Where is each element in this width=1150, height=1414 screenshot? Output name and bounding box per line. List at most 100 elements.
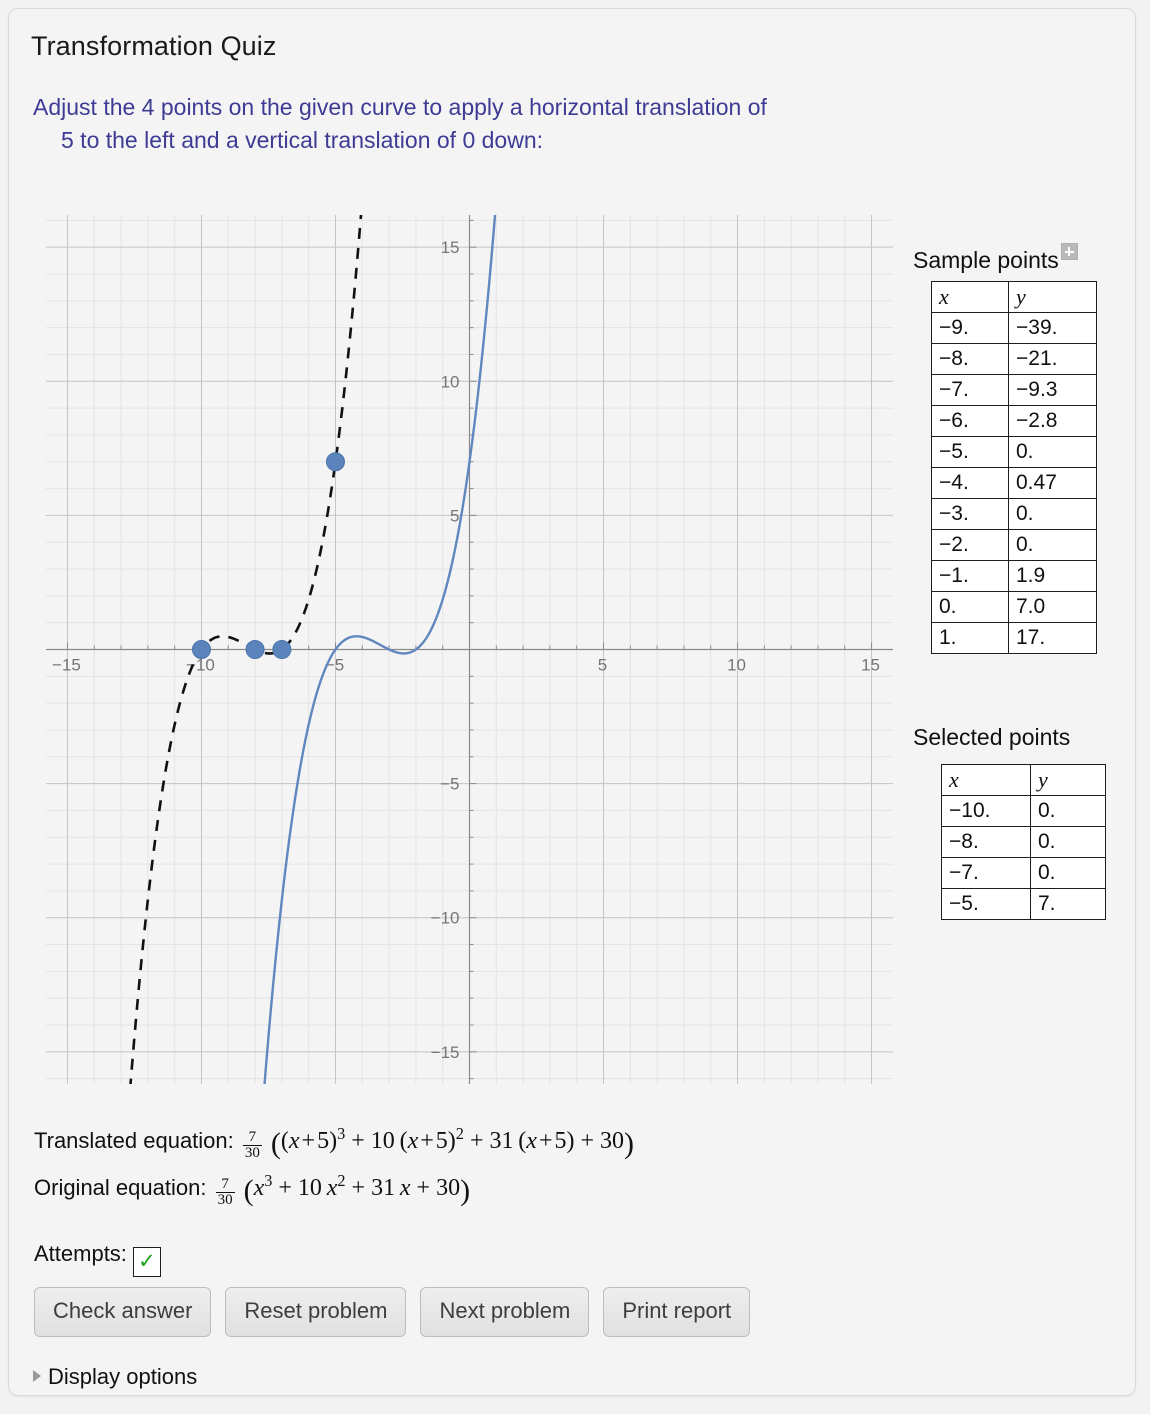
translated-equation-row: Translated equation: 7 30 ((x + 5)3 + 10…	[34, 1124, 634, 1161]
plus-icon[interactable]	[1060, 243, 1078, 260]
translated-equation-math: 7 30 ((x + 5)3 + 10 (x + 5)2 + 31 (x + 5…	[240, 1124, 634, 1161]
cell-x: −2.	[931, 529, 1009, 561]
svg-text:−5: −5	[440, 775, 459, 794]
cell-y: 0.	[1008, 436, 1097, 468]
translated-curve	[129, 215, 363, 1084]
cell-y: 7.0	[1008, 591, 1097, 623]
open-paren: (	[270, 1127, 281, 1160]
table-row: −5. 7.	[941, 888, 1106, 920]
draggable-point-2[interactable]	[272, 640, 292, 659]
attempts-status-badge: ✓	[132, 1247, 161, 1277]
attempts-row: Attempts: ✓	[34, 1241, 161, 1277]
prompt-line-1: Adjust the 4 points on the given curve t…	[33, 94, 767, 120]
table-row: −7. −9.3	[931, 374, 1097, 406]
column-header-x: x	[931, 281, 1009, 313]
draggable-point-3[interactable]	[325, 452, 345, 472]
cell-x: −6.	[931, 405, 1009, 437]
attempts-label: Attempts:	[34, 1241, 127, 1266]
cell-x: −5.	[941, 888, 1031, 920]
column-header-x: x	[941, 764, 1031, 796]
svg-text:5: 5	[598, 656, 607, 675]
fraction-seven-thirtieths: 7 30	[242, 1128, 262, 1161]
table-row: −5. 0.	[931, 436, 1097, 468]
table-header-row: x y	[931, 281, 1097, 313]
axes	[46, 215, 893, 1084]
draggable-points[interactable]	[191, 452, 345, 659]
svg-text:15: 15	[441, 238, 460, 257]
svg-text:−10: −10	[431, 909, 460, 928]
original-equation-row: Original equation: 7 30 (x3 + 10 x2 + 31…	[34, 1172, 470, 1208]
reset-problem-button[interactable]: Reset problem	[225, 1287, 407, 1337]
print-report-button[interactable]: Print report	[603, 1287, 751, 1337]
sample-points-heading: Sample points	[913, 243, 1078, 274]
fraction-seven-thirtieths: 7 30	[215, 1175, 235, 1208]
draggable-point-1[interactable]	[245, 640, 265, 659]
column-header-y: y	[1030, 764, 1106, 796]
cell-x: −3.	[931, 498, 1009, 530]
svg-text:5: 5	[450, 506, 459, 525]
display-options-label: Display options	[48, 1364, 198, 1389]
svg-text:10: 10	[441, 372, 460, 391]
cell-y: −2.8	[1008, 405, 1097, 437]
translated-equation-label: Translated equation:	[34, 1128, 234, 1153]
cell-x: −9.	[931, 312, 1009, 344]
translated-expression: (x + 5)3 + 10 (x + 5)2 + 31 (x + 5) + 30	[280, 1124, 625, 1154]
svg-text:10: 10	[727, 656, 746, 675]
cell-y: 1.9	[1008, 560, 1097, 592]
close-paren: )	[460, 1174, 471, 1207]
table-row: −7. 0.	[941, 857, 1106, 889]
cell-x: −1.	[931, 560, 1009, 592]
graph-canvas[interactable]: −15 −10 −5 5 10 15 −15 −10 −5 5 10 15	[46, 215, 893, 1084]
next-problem-button[interactable]: Next problem	[420, 1287, 590, 1337]
table-row: −4. 0.47	[931, 467, 1097, 499]
cell-x: −8.	[931, 343, 1009, 375]
svg-text:15: 15	[861, 656, 880, 675]
svg-text:−10: −10	[186, 656, 215, 675]
cell-x: −7.	[941, 857, 1031, 889]
cell-y: −9.3	[1008, 374, 1097, 406]
table-row: −8. 0.	[941, 826, 1106, 858]
table-row: 0. 7.0	[931, 591, 1097, 623]
cell-y: −39.	[1008, 312, 1097, 344]
action-button-row: Check answer Reset problem Next problem Pri…	[34, 1287, 764, 1337]
cell-y: 7.	[1030, 888, 1106, 920]
cell-x: 0.	[931, 591, 1009, 623]
original-equation-label: Original equation:	[34, 1175, 207, 1200]
sample-points-table: x y −9. −39. −8. −21. −7. −9.3 −6. −2.8 −5. 0. −4.…	[931, 281, 1097, 654]
cell-y: −21.	[1008, 343, 1097, 375]
display-options-toggle[interactable]: Display options	[33, 1364, 197, 1390]
cell-x: 1.	[931, 622, 1009, 654]
quiz-prompt: Adjust the 4 points on the given curve t…	[33, 91, 933, 156]
table-header-row: x y	[941, 764, 1106, 796]
cell-x: −8.	[941, 826, 1031, 858]
cell-y: 17.	[1008, 622, 1097, 654]
cell-x: −10.	[941, 795, 1031, 827]
table-row: −2. 0.	[931, 529, 1097, 561]
cell-x: −7.	[931, 374, 1009, 406]
table-row: −8. −21.	[931, 343, 1097, 375]
table-row: −10. 0.	[941, 795, 1106, 827]
selected-points-table: x y −10. 0. −8. 0. −7. 0. −5. 7.	[941, 764, 1106, 920]
draggable-point-0[interactable]	[191, 640, 211, 659]
check-answer-button[interactable]: Check answer	[34, 1287, 212, 1337]
table-row: −6. −2.8	[931, 405, 1097, 437]
selected-points-heading: Selected points	[913, 724, 1070, 751]
cell-y: 0.	[1030, 795, 1106, 827]
table-row: 1. 17.	[931, 622, 1097, 654]
cell-x: −4.	[931, 467, 1009, 499]
cell-y: 0.	[1030, 857, 1106, 889]
sample-points-title: Sample points	[913, 247, 1059, 273]
cell-y: 0.	[1008, 529, 1097, 561]
quiz-card: Transformation Quiz Adjust the 4 points …	[8, 8, 1136, 1396]
cell-y: 0.47	[1008, 467, 1097, 499]
original-equation-math: 7 30 (x3 + 10 x2 + 31 x + 30)	[213, 1172, 470, 1208]
prompt-line-2: 5 to the left and a vertical translation…	[61, 126, 544, 153]
cell-y: 0.	[1030, 826, 1106, 858]
cell-x: −5.	[931, 436, 1009, 468]
table-row: −1. 1.9	[931, 560, 1097, 592]
open-paren: (	[243, 1174, 254, 1207]
selected-points-title: Selected points	[913, 724, 1071, 750]
svg-text:−15: −15	[431, 1043, 460, 1062]
